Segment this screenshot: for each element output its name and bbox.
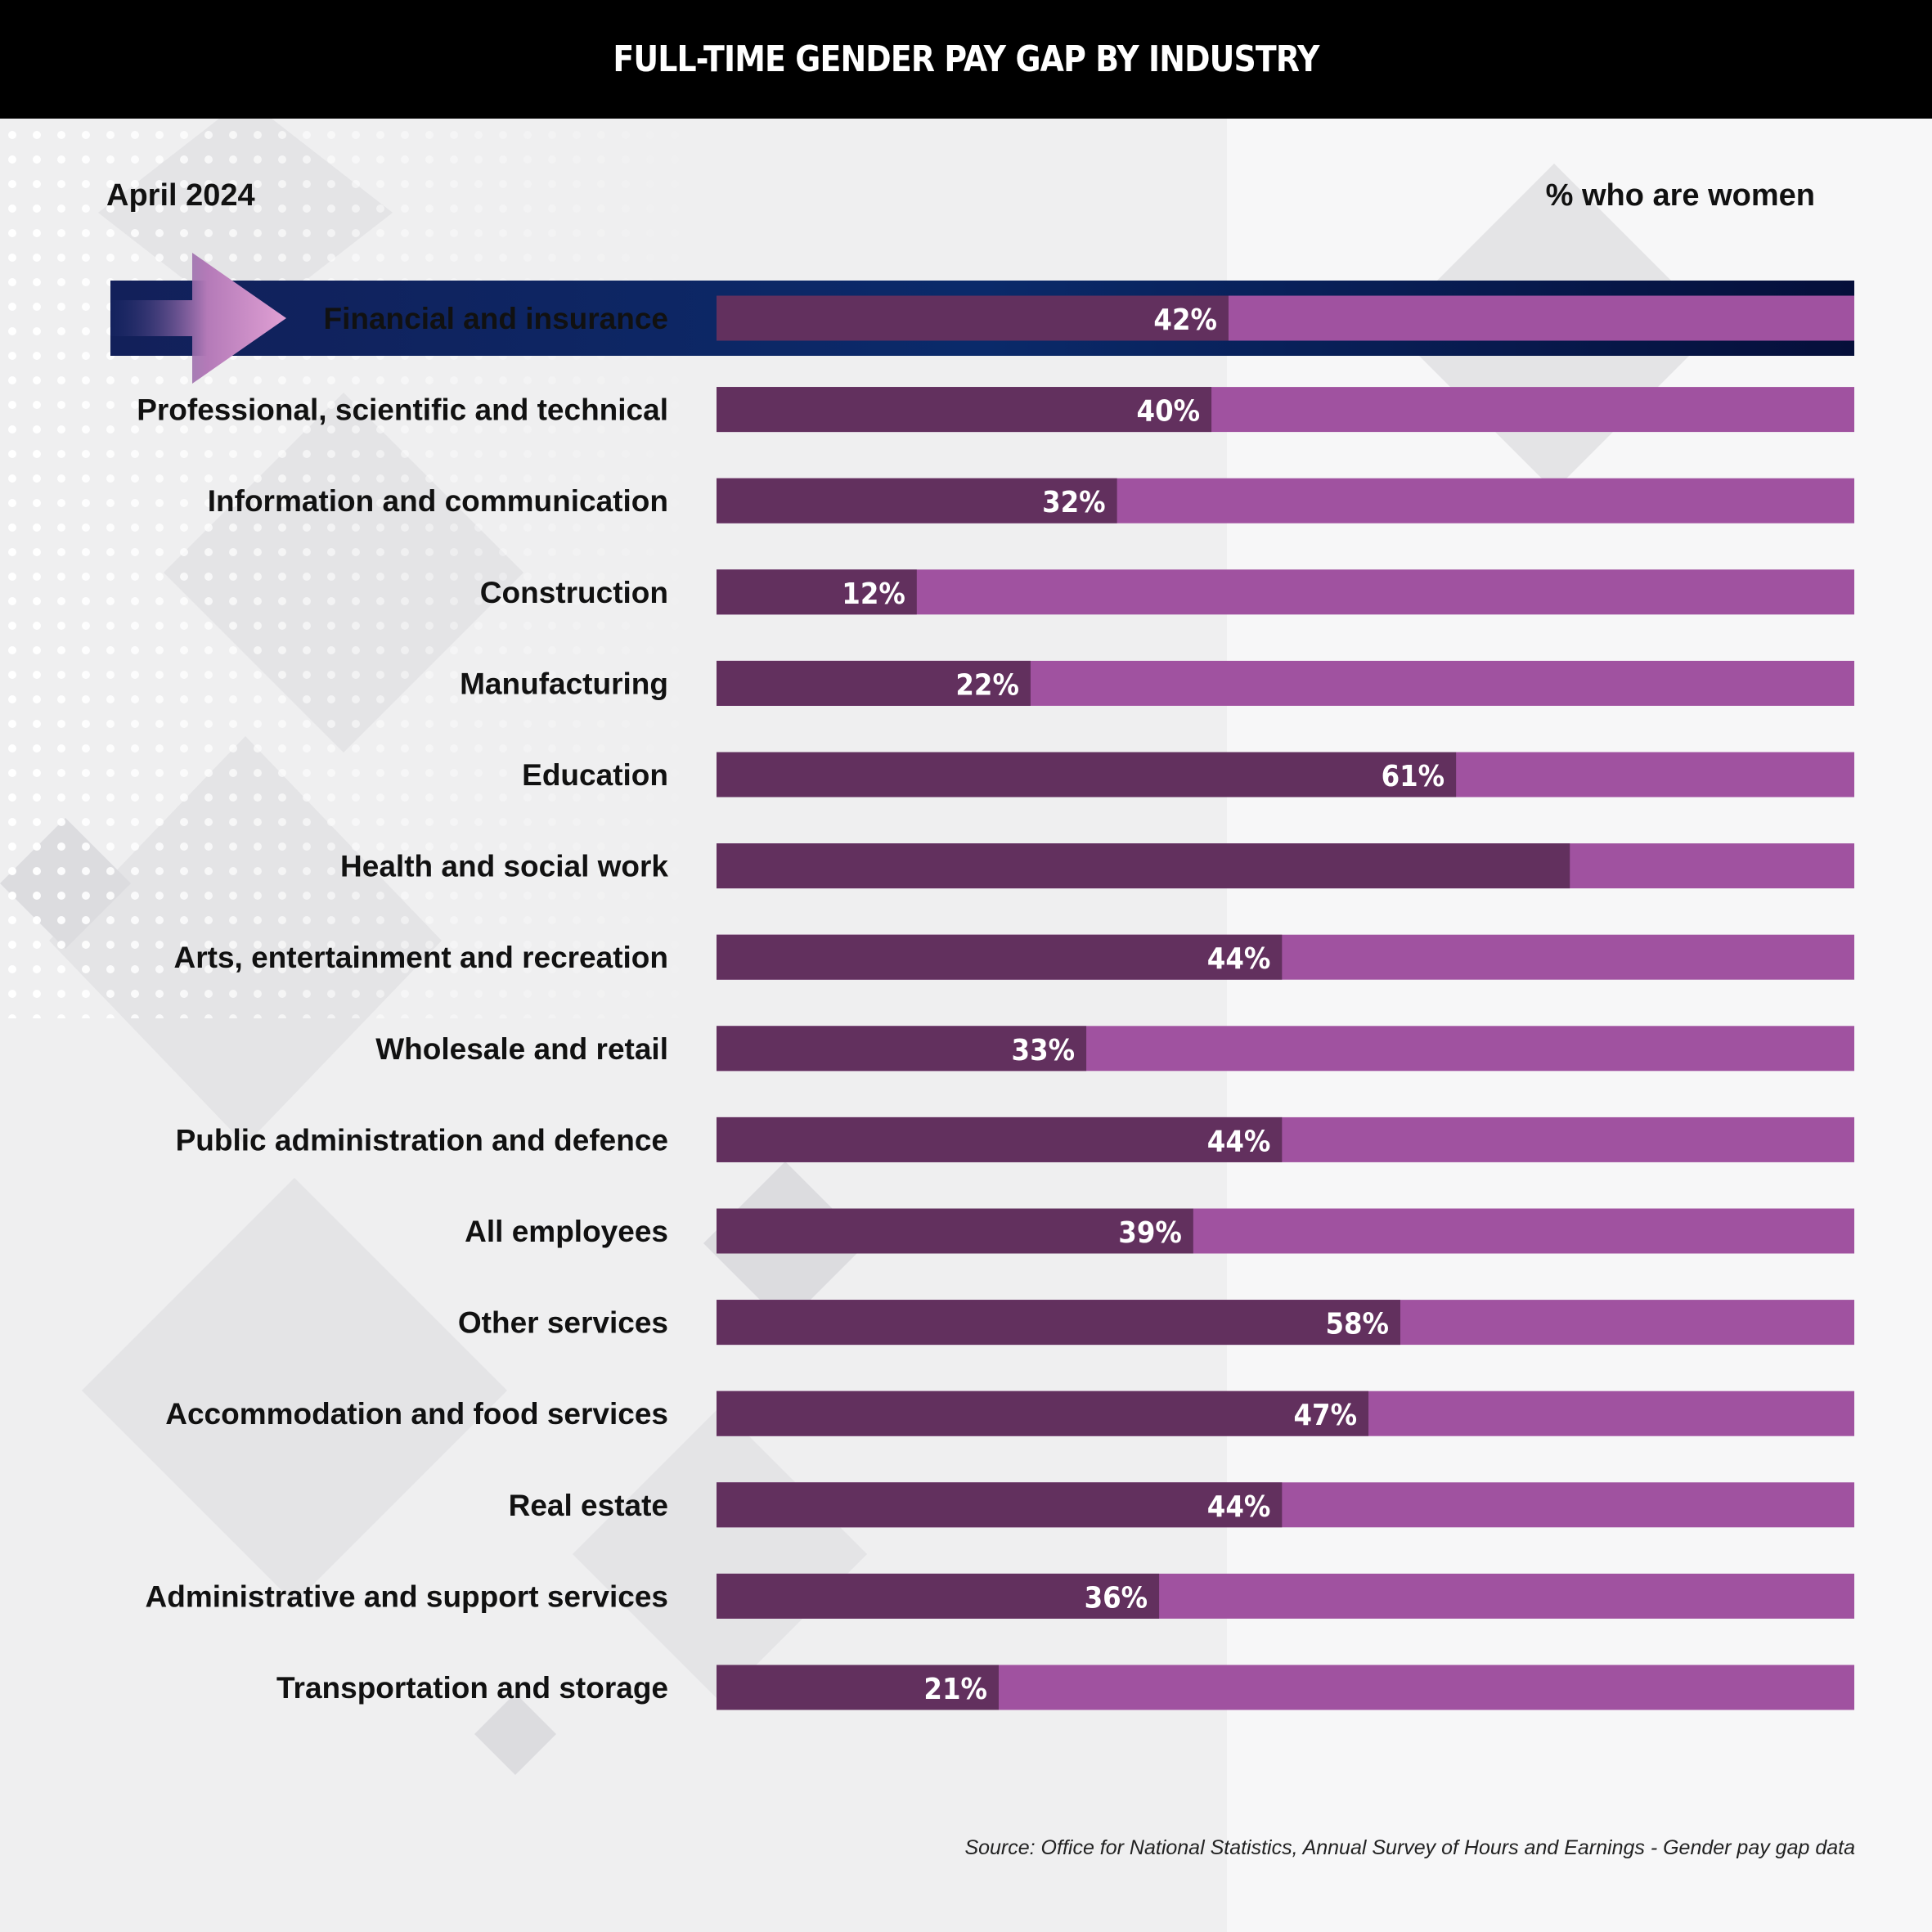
value-label: 47% bbox=[1294, 1399, 1358, 1432]
value-label: 12% bbox=[842, 577, 905, 611]
bar-women-share bbox=[717, 295, 1229, 341]
bar-women-share bbox=[717, 1573, 1160, 1619]
category-label: Professional, scientific and technical bbox=[137, 393, 668, 427]
bar-women-share bbox=[717, 843, 1570, 889]
bar-women-share bbox=[717, 1482, 1283, 1528]
category-label: Education bbox=[522, 758, 668, 792]
category-label: Real estate bbox=[509, 1489, 668, 1522]
bar-women-share bbox=[717, 1117, 1283, 1162]
category-label: All employees bbox=[465, 1215, 668, 1248]
bar-women-share bbox=[717, 1665, 999, 1710]
value-label: 42% bbox=[1153, 303, 1217, 337]
bar-women-share bbox=[717, 752, 1457, 798]
category-label: Wholesale and retail bbox=[375, 1032, 668, 1066]
category-label: Administrative and support services bbox=[146, 1579, 668, 1613]
category-label: Health and social work bbox=[340, 850, 668, 883]
bar-women-share bbox=[717, 1391, 1369, 1436]
legend-label: % who are women bbox=[1545, 178, 1815, 213]
chart-title: FULL-TIME GENDER PAY GAP BY INDUSTRY bbox=[135, 0, 1797, 119]
bar-women-share bbox=[717, 1300, 1400, 1346]
value-label: 22% bbox=[955, 668, 1019, 702]
bar-women-share bbox=[717, 1208, 1193, 1254]
bar-women-share bbox=[717, 387, 1212, 433]
category-label: Construction bbox=[480, 576, 668, 609]
value-label: 33% bbox=[1012, 1034, 1076, 1067]
value-label: 44% bbox=[1207, 942, 1271, 976]
bar-women-share bbox=[717, 934, 1283, 980]
bar-women-share bbox=[717, 1026, 1087, 1072]
value-label: 44% bbox=[1207, 1490, 1271, 1524]
source-note: Source: Office for National Statistics, … bbox=[964, 1836, 1855, 1859]
value-label: 32% bbox=[1042, 486, 1106, 519]
category-label: Transportation and storage bbox=[276, 1671, 668, 1705]
value-label: 61% bbox=[1382, 760, 1445, 793]
bar-women-share bbox=[717, 478, 1117, 523]
category-label: Other services bbox=[458, 1306, 668, 1340]
highlight-arrow-icon bbox=[110, 253, 286, 384]
category-label: Financial and insurance bbox=[323, 302, 668, 335]
value-label: 21% bbox=[923, 1673, 987, 1706]
category-label: Information and communication bbox=[208, 484, 668, 518]
value-label: 40% bbox=[1137, 395, 1201, 429]
date-label: April 2024 bbox=[106, 178, 255, 213]
category-label: Arts, entertainment and recreation bbox=[174, 941, 668, 974]
value-label: 36% bbox=[1085, 1581, 1148, 1615]
bar-women-share bbox=[717, 569, 917, 615]
bar-women-share bbox=[717, 660, 1031, 706]
value-label: 39% bbox=[1118, 1216, 1182, 1250]
header-bar: FULL-TIME GENDER PAY GAP BY INDUSTRY bbox=[0, 0, 1932, 119]
category-label: Public administration and defence bbox=[176, 1123, 668, 1157]
value-label: 44% bbox=[1207, 1125, 1271, 1158]
value-label: 58% bbox=[1325, 1308, 1389, 1341]
category-label: Manufacturing bbox=[460, 667, 668, 700]
category-label: Accommodation and food services bbox=[165, 1397, 668, 1431]
